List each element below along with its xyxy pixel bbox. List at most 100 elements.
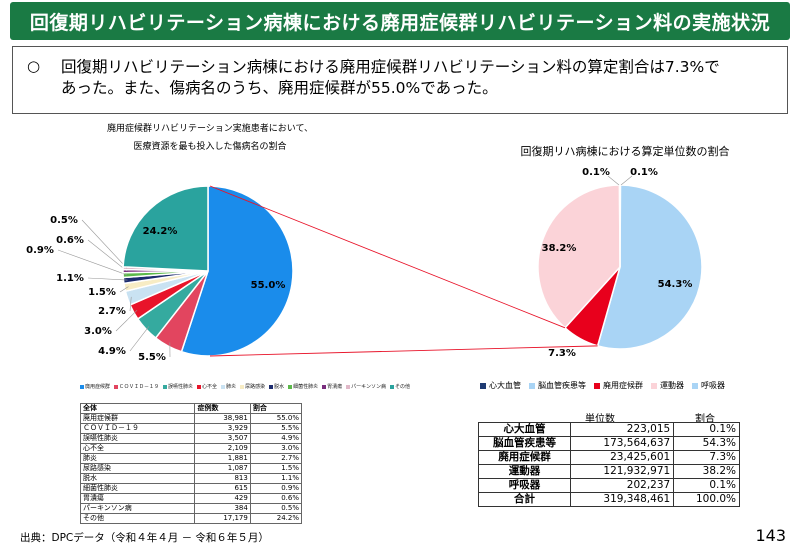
- legend-item: 心大血管: [480, 380, 521, 391]
- table-cell: 384: [194, 503, 251, 514]
- pie-data-label: 3.0%: [84, 326, 112, 337]
- table-cell: 尿路感染: [79, 463, 196, 474]
- pie-data-label: 54.3%: [658, 279, 693, 290]
- table-cell: 38.2%: [673, 464, 740, 479]
- table-cell: 廃用症候群: [79, 413, 196, 424]
- legend-swatch: [80, 384, 84, 389]
- table-row: 尿路感染 1,087 1.5%: [79, 463, 303, 474]
- table-cell: 17,179: [194, 513, 251, 524]
- legend-swatch: [322, 384, 327, 389]
- table-cell: 173,564,637: [569, 436, 675, 451]
- table-cell: 813: [194, 473, 251, 484]
- right-table-header: 単位数 割合: [585, 410, 715, 425]
- legend-item: パーキンソン病: [346, 383, 386, 390]
- legend-item: 胃潰瘍: [322, 383, 342, 390]
- right-chart-legend: 心大血管 脳血管疾患等 廃用症候群 運動器 呼吸器: [480, 380, 780, 391]
- table-cell: 呼吸器: [478, 478, 571, 493]
- table-cell: 1,881: [194, 453, 251, 464]
- legend-label: 呼吸器: [701, 381, 725, 390]
- legend-swatch: [529, 382, 535, 389]
- pie-data-label: 38.2%: [542, 243, 577, 254]
- table-cell: その他: [79, 513, 196, 524]
- legend-label: 廃用症候群: [85, 384, 111, 390]
- pie-data-label: 0.9%: [26, 245, 54, 256]
- pie-data-label: 2.7%: [98, 306, 126, 317]
- pie-slice-right: [596, 184, 703, 350]
- legend-label: 廃用症候群: [603, 381, 643, 390]
- table-cell: 23,425,601: [569, 450, 675, 465]
- legend-swatch: [114, 384, 119, 389]
- connector-line: [209, 345, 598, 357]
- legend-swatch: [390, 384, 394, 389]
- table-row: 運動器 121,932,971 38.2%: [478, 464, 740, 479]
- table-cell: 54.3%: [673, 436, 740, 451]
- summary-line-1: 回復期リハビリテーション病棟における廃用症候群リハビリテーション料の算定割合は7…: [61, 58, 720, 76]
- table-cell: 615: [194, 483, 251, 494]
- table-row: 呼吸器 202,237 0.1%: [478, 478, 740, 493]
- right-chart-title: 回復期リハ病棟における算定単位数の割合: [520, 145, 730, 158]
- legend-label: 胃潰瘍: [327, 384, 343, 390]
- table-cell: 2,109: [194, 443, 251, 454]
- pie-data-label: 7.3%: [548, 348, 576, 359]
- summary-line-2: あった。また、傷病名のうち、廃用症候群が55.0%であった。: [61, 79, 498, 97]
- pie-data-label: 55.0%: [251, 280, 286, 291]
- table-cell: 心不全: [79, 443, 196, 454]
- table-cell: 3.0%: [249, 443, 303, 454]
- table-header-row: 全体 症例数 割合: [79, 403, 303, 414]
- table-cell: 誤嚥性肺炎: [79, 433, 196, 444]
- table-cell: 100.0%: [673, 492, 740, 507]
- table-cell: 0.1%: [673, 478, 740, 493]
- table-cell: 1,087: [194, 463, 251, 474]
- left-chart-title-line-2: 医療資源を最も投入した傷病名の割合: [133, 142, 287, 152]
- table-header: 症例数: [194, 403, 251, 414]
- legend-label: 心大血管: [489, 381, 521, 390]
- legend-label: パーキンソン病: [351, 384, 386, 390]
- pie-leader-line: [87, 239, 128, 272]
- legend-item: 脳血管疾患等: [529, 380, 586, 391]
- legend-swatch: [288, 384, 293, 389]
- source-note: 出典：DPCデータ（令和４年４月 － 令和６年５月）: [20, 532, 269, 544]
- table-cell: 0.5%: [249, 503, 303, 514]
- pie-data-label: 24.2%: [143, 226, 178, 237]
- table-cell: 3,507: [194, 433, 251, 444]
- legend-label: その他: [395, 384, 411, 390]
- legend-item: 誤嚥性肺炎: [163, 383, 193, 390]
- pie-leader-line: [57, 249, 128, 276]
- legend-item: 運動器: [651, 380, 684, 391]
- table-cell: 合計: [478, 492, 571, 507]
- table-cell: 3,929: [194, 423, 251, 434]
- table-row: 脳血管疾患等 173,564,637 54.3%: [478, 436, 740, 451]
- pie-leader-line: [607, 175, 620, 186]
- legend-item: 脱水: [269, 383, 284, 390]
- table-cell: 38,981: [194, 413, 251, 424]
- table-cell: 5.5%: [249, 423, 303, 434]
- pie-data-label: 0.6%: [56, 235, 84, 246]
- summary-bullet: ○: [27, 57, 41, 75]
- pie-leader-line: [620, 175, 633, 186]
- legend-swatch: [651, 382, 657, 389]
- table-cell: パーキンソン病: [79, 503, 196, 514]
- legend-item: 肺炎: [221, 383, 236, 390]
- table-row: 肺炎 1,881 2.7%: [79, 453, 303, 464]
- left-chart-legend: 廃用症候群 ＣＯＶＩＤ－１９ 誤嚥性肺炎 心不全 肺炎 尿路感染 脱水 細菌性肺炎 胃潰瘍 パーキ…: [80, 383, 410, 390]
- table-row: 胃潰瘍 429 0.6%: [79, 493, 303, 504]
- legend-label: 脱水: [274, 384, 285, 390]
- table-cell: 4.9%: [249, 433, 303, 444]
- legend-label: 脳血管疾患等: [538, 381, 586, 390]
- pie-slice-right: [537, 184, 621, 329]
- table-row: ＣＯＶＩＤ－１９ 3,929 5.5%: [79, 423, 303, 434]
- table-cell: 202,237: [569, 478, 675, 493]
- table-row: パーキンソン病 384 0.5%: [79, 503, 303, 514]
- table-header: 割合: [249, 403, 303, 414]
- table-cell: 2.7%: [249, 453, 303, 464]
- pie-leader-line: [81, 219, 128, 269]
- legend-label: 細菌性肺炎: [293, 384, 319, 390]
- table-cell: 廃用症候群: [478, 450, 571, 465]
- legend-swatch: [346, 384, 351, 389]
- pie-slice-right: [618, 184, 621, 268]
- legend-item: その他: [390, 383, 410, 390]
- legend-swatch: [480, 382, 486, 389]
- pie-leader-line: [119, 286, 129, 293]
- legend-label: ＣＯＶＩＤ－１９: [119, 384, 160, 390]
